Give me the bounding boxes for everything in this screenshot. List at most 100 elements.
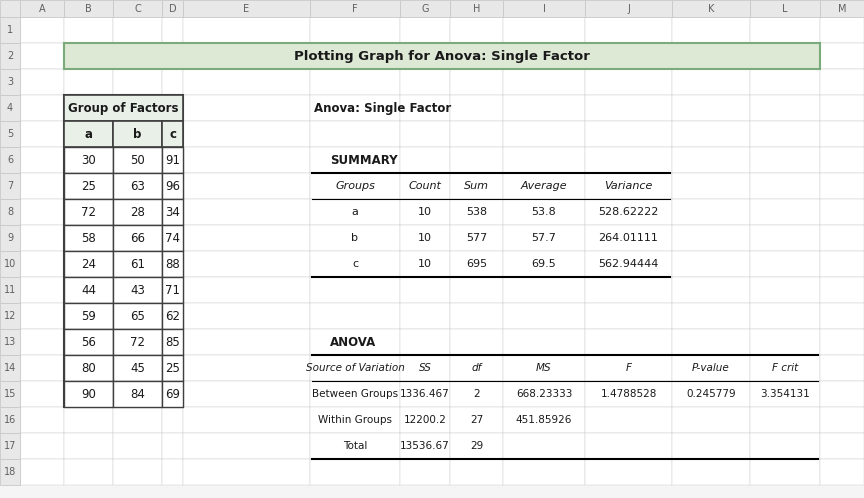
Text: 62: 62 bbox=[165, 309, 180, 323]
Bar bbox=[162, 17, 183, 43]
Text: L: L bbox=[782, 3, 788, 13]
Bar bbox=[820, 381, 864, 407]
Bar bbox=[162, 225, 183, 251]
Bar bbox=[585, 433, 672, 459]
Text: 56: 56 bbox=[81, 336, 96, 349]
Bar bbox=[0, 17, 20, 43]
Bar bbox=[820, 43, 864, 69]
Text: 2: 2 bbox=[7, 51, 13, 61]
Bar bbox=[400, 43, 450, 69]
Bar bbox=[750, 121, 820, 147]
Bar bbox=[450, 17, 503, 43]
Bar bbox=[503, 225, 585, 251]
Bar bbox=[750, 407, 820, 433]
Bar bbox=[450, 147, 503, 173]
Bar bbox=[672, 303, 750, 329]
Text: 3: 3 bbox=[7, 77, 13, 87]
Bar bbox=[672, 199, 750, 225]
Bar bbox=[450, 459, 503, 485]
Bar bbox=[450, 0, 503, 17]
Bar bbox=[0, 0, 20, 17]
Bar bbox=[750, 173, 820, 199]
Bar bbox=[310, 407, 400, 433]
Bar bbox=[672, 121, 750, 147]
Bar bbox=[672, 0, 750, 17]
Bar bbox=[113, 251, 162, 277]
Bar bbox=[162, 277, 183, 303]
Bar bbox=[183, 381, 310, 407]
Bar bbox=[113, 225, 162, 251]
Bar bbox=[585, 381, 672, 407]
Bar bbox=[183, 329, 310, 355]
Bar bbox=[113, 0, 162, 17]
Text: G: G bbox=[422, 3, 429, 13]
Bar bbox=[183, 0, 310, 17]
Bar bbox=[400, 17, 450, 43]
Bar bbox=[0, 225, 20, 251]
Text: a: a bbox=[85, 127, 92, 140]
Bar bbox=[400, 303, 450, 329]
Bar bbox=[672, 433, 750, 459]
Bar bbox=[672, 43, 750, 69]
Bar bbox=[503, 459, 585, 485]
Bar bbox=[0, 121, 20, 147]
Text: 528.62222: 528.62222 bbox=[598, 207, 658, 217]
Bar bbox=[64, 381, 113, 407]
Text: 88: 88 bbox=[165, 257, 180, 270]
Bar bbox=[64, 381, 113, 407]
Bar bbox=[20, 173, 64, 199]
Bar bbox=[162, 147, 183, 173]
Text: 45: 45 bbox=[130, 362, 145, 374]
Bar bbox=[162, 407, 183, 433]
Text: 71: 71 bbox=[165, 283, 180, 296]
Bar bbox=[64, 43, 113, 69]
Bar bbox=[183, 69, 310, 95]
Bar bbox=[450, 173, 503, 199]
Bar bbox=[0, 173, 20, 199]
Bar bbox=[503, 381, 585, 407]
Bar bbox=[162, 303, 183, 329]
Bar bbox=[820, 277, 864, 303]
Text: H: H bbox=[473, 3, 480, 13]
Bar bbox=[183, 277, 310, 303]
Bar bbox=[585, 277, 672, 303]
Bar bbox=[20, 329, 64, 355]
Text: 6: 6 bbox=[7, 155, 13, 165]
Bar bbox=[400, 147, 450, 173]
Bar bbox=[64, 329, 113, 355]
Bar bbox=[162, 381, 183, 407]
Bar bbox=[162, 355, 183, 381]
Bar bbox=[113, 277, 162, 303]
Bar bbox=[585, 121, 672, 147]
Bar bbox=[672, 147, 750, 173]
Text: E: E bbox=[244, 3, 250, 13]
Text: Source of Variation: Source of Variation bbox=[306, 363, 404, 373]
Bar bbox=[113, 381, 162, 407]
Bar bbox=[750, 355, 820, 381]
Bar bbox=[162, 277, 183, 303]
Bar bbox=[20, 277, 64, 303]
Bar bbox=[20, 121, 64, 147]
Bar bbox=[162, 0, 183, 17]
Bar bbox=[64, 433, 113, 459]
Bar bbox=[183, 199, 310, 225]
Bar bbox=[0, 355, 20, 381]
Bar bbox=[183, 43, 310, 69]
Bar bbox=[310, 147, 400, 173]
Text: 91: 91 bbox=[165, 153, 180, 166]
Bar bbox=[64, 355, 113, 381]
Text: 34: 34 bbox=[165, 206, 180, 219]
Bar bbox=[162, 251, 183, 277]
Text: C: C bbox=[134, 3, 141, 13]
Text: 24: 24 bbox=[81, 257, 96, 270]
Bar bbox=[0, 433, 20, 459]
Bar bbox=[64, 199, 113, 225]
Bar bbox=[0, 69, 20, 95]
Bar bbox=[64, 251, 113, 277]
Bar bbox=[503, 355, 585, 381]
Bar bbox=[0, 277, 20, 303]
Bar bbox=[750, 329, 820, 355]
Bar bbox=[672, 459, 750, 485]
Bar bbox=[64, 69, 113, 95]
Bar bbox=[162, 173, 183, 199]
